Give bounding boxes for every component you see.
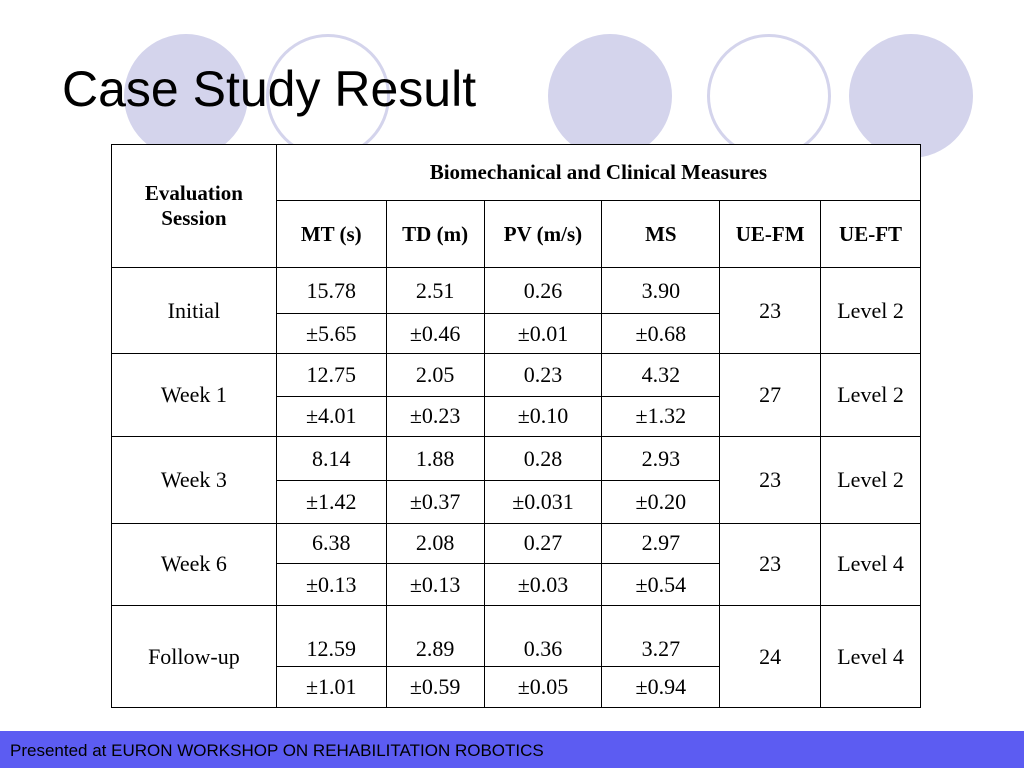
mean-cell: 2.08 <box>385 522 485 564</box>
mean-cell: 6.38 <box>275 522 387 564</box>
sd-cell: ±4.01 <box>275 395 387 438</box>
decorative-circle <box>548 34 672 158</box>
mean-cell: 2.51 <box>385 266 485 315</box>
sd-cell: ±0.68 <box>601 313 721 355</box>
sd-cell: ±0.031 <box>483 480 603 524</box>
uefm-cell: 23 <box>719 522 822 607</box>
mean-cell: 0.28 <box>483 436 603 482</box>
table-header-row: Evaluation Session Biomechanical and Cli… <box>111 143 922 268</box>
sd-cell: ±0.05 <box>483 665 603 709</box>
mean-cell: 12.59 <box>275 605 387 667</box>
mean-cell: 15.78 <box>275 266 387 315</box>
column-header: UE-FT <box>820 200 921 268</box>
uefm-cell: 23 <box>719 266 822 355</box>
session-cell: Initial <box>111 266 277 355</box>
column-header: PV (m/s) <box>483 200 603 268</box>
measures-group-header: Biomechanical and Clinical Measures <box>275 143 922 202</box>
footer-text: Presented at EURON WORKSHOP ON REHABILIT… <box>10 741 544 760</box>
table-row-sd: ±4.01 ±0.23 ±0.10 ±1.32 <box>112 395 921 438</box>
ueft-cell: Level 2 <box>820 353 921 438</box>
sd-cell: ±0.01 <box>483 313 603 355</box>
mean-cell: 12.75 <box>275 353 387 397</box>
mean-cell: 0.26 <box>483 266 603 315</box>
sd-cell: ±0.23 <box>385 395 485 438</box>
column-header: MT (s) <box>275 200 387 268</box>
sd-cell: ±0.94 <box>601 665 721 709</box>
sd-cell: ±1.32 <box>601 395 721 438</box>
table-row-sd: ±5.65 ±0.46 ±0.01 ±0.68 <box>112 313 921 355</box>
column-header: TD (m) <box>385 200 485 268</box>
column-header: MS <box>601 200 721 268</box>
sd-cell: ±0.03 <box>483 562 603 607</box>
slide-title: Case Study Result <box>62 61 477 117</box>
uefm-cell: 23 <box>719 436 822 524</box>
sd-cell: ±0.59 <box>385 665 485 709</box>
sd-cell: ±0.10 <box>483 395 603 438</box>
table-row: Initial 15.78 2.51 0.26 3.90 23 Level 2 <box>111 266 921 355</box>
uefm-cell: 24 <box>719 605 822 708</box>
session-cell: Follow-up <box>111 605 277 708</box>
table-row: Week 6 6.38 2.08 0.27 2.97 23 Level 4 <box>111 522 921 607</box>
session-cell: Week 6 <box>111 522 277 607</box>
sd-cell: ±0.54 <box>601 562 721 607</box>
ueft-cell: Level 4 <box>820 522 921 607</box>
sd-cell: ±1.42 <box>275 480 387 524</box>
ueft-cell: Level 4 <box>820 605 921 708</box>
sd-cell: ±0.37 <box>385 480 485 524</box>
mean-cell: 4.32 <box>601 353 721 397</box>
column-header: UE-FM <box>719 200 822 268</box>
decorative-circle <box>849 34 973 158</box>
results-table: Evaluation Session Biomechanical and Cli… <box>111 143 922 709</box>
mean-cell: 3.90 <box>601 266 721 315</box>
mean-cell: 8.14 <box>275 436 387 482</box>
decorative-circle-outline <box>707 34 831 158</box>
mean-cell: 2.05 <box>385 353 485 397</box>
mean-cell: 0.27 <box>483 522 603 564</box>
table-row-sd: ±0.13 ±0.13 ±0.03 ±0.54 <box>112 562 921 607</box>
mean-cell: 3.27 <box>601 605 721 667</box>
ueft-cell: Level 2 <box>820 266 921 355</box>
session-cell: Week 1 <box>111 353 277 438</box>
decorative-circle <box>124 34 248 158</box>
session-cell: Week 3 <box>111 436 277 524</box>
mean-cell: 0.36 <box>483 605 603 667</box>
session-column-header: Evaluation Session <box>111 144 277 268</box>
mean-cell: 0.23 <box>483 353 603 397</box>
ueft-cell: Level 2 <box>820 436 921 524</box>
mean-cell: 2.89 <box>385 605 485 667</box>
table-row: Follow-up 12.59 2.89 0.36 3.27 24 Level … <box>111 605 921 708</box>
mean-cell: 1.88 <box>385 436 485 482</box>
table-row: Week 1 12.75 2.05 0.23 4.32 27 Level 2 <box>111 353 921 438</box>
uefm-cell: 27 <box>719 353 822 438</box>
sd-cell: ±1.01 <box>275 665 387 709</box>
mean-cell: 2.97 <box>601 522 721 564</box>
sd-cell: ±5.65 <box>275 313 387 355</box>
sd-cell: ±0.46 <box>385 313 485 355</box>
footer-bar: Presented at EURON WORKSHOP ON REHABILIT… <box>0 731 1024 768</box>
sd-cell: ±0.13 <box>275 562 387 607</box>
table-row-sd: ±1.01 ±0.59 ±0.05 ±0.94 <box>112 665 921 709</box>
sd-cell: ±0.13 <box>385 562 485 607</box>
mean-cell: 2.93 <box>601 436 721 482</box>
table-row-sd: ±1.42 ±0.37 ±0.031 ±0.20 <box>112 480 921 524</box>
sd-cell: ±0.20 <box>601 480 721 524</box>
table-row: Week 3 8.14 1.88 0.28 2.93 23 Level 2 <box>111 436 921 524</box>
